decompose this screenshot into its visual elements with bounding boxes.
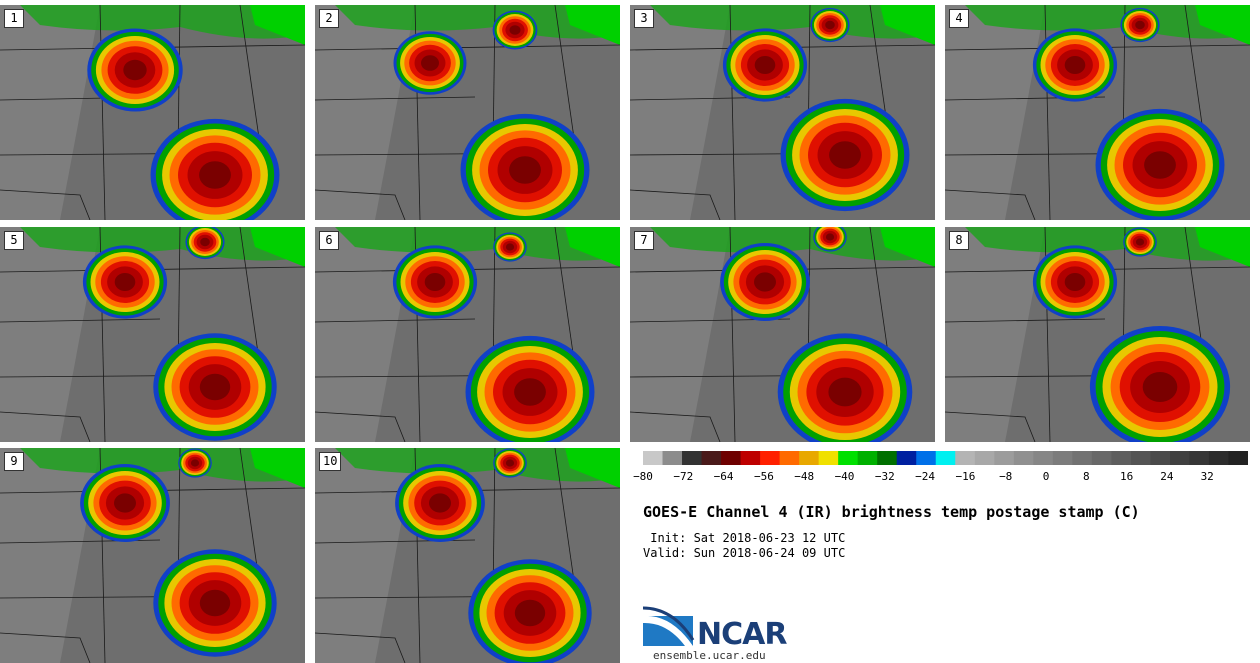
panel-label: 4 <box>949 9 969 28</box>
colorbar-swatch <box>1052 451 1073 465</box>
map-panel-1: 1 <box>0 5 305 220</box>
colorbar-tick-label: 8 <box>1082 470 1090 483</box>
map-panel-7: 7 <box>630 227 935 442</box>
colorbar-tick-label: −40 <box>834 470 855 483</box>
colorbar-swatch <box>857 451 878 465</box>
logo-url: ensemble.ucar.edu <box>653 649 766 662</box>
colorbar-swatch <box>955 451 976 465</box>
colorbar-tick-label: −80 <box>633 470 653 483</box>
colorbar-swatch <box>662 451 683 465</box>
colorbar-swatch <box>760 451 781 465</box>
ir-imagery <box>630 227 935 442</box>
init-time: Init: Sat 2018-06-23 12 UTC <box>643 531 846 545</box>
logo-name: NCAR <box>697 617 787 652</box>
ir-imagery <box>0 5 305 220</box>
panel-label: 7 <box>634 231 654 250</box>
colorbar-swatch <box>740 451 761 465</box>
colorbar-swatch <box>896 451 917 465</box>
map-panel-2: 2 <box>315 5 620 220</box>
colorbar-swatch <box>643 451 664 465</box>
ir-imagery <box>315 448 620 663</box>
panel-label: 9 <box>4 452 24 471</box>
colorbar-swatch <box>916 451 937 465</box>
panel-label: 8 <box>949 231 969 250</box>
colorbar-swatch <box>1169 451 1191 465</box>
colorbar-swatch <box>1072 451 1093 465</box>
colorbar-swatch <box>877 451 898 465</box>
colorbar-swatch <box>1033 451 1054 465</box>
map-panel-9: 9 <box>0 448 305 663</box>
colorbar-tick-label: −64 <box>713 470 734 483</box>
panel-label: 5 <box>4 231 24 250</box>
ir-imagery <box>945 5 1250 220</box>
colorbar-tick-label: −48 <box>794 470 815 483</box>
colorbar-tick-label: −8 <box>999 470 1013 483</box>
colorbar-swatch <box>1189 451 1210 465</box>
figure-title: GOES-E Channel 4 (IR) brightness temp po… <box>643 503 1140 521</box>
colorbar-swatch <box>838 451 859 465</box>
colorbar-swatch <box>1150 451 1171 465</box>
panel-label: 3 <box>634 9 654 28</box>
panel-label: 10 <box>319 452 342 471</box>
colorbar-swatch <box>1013 451 1034 465</box>
ir-imagery <box>315 5 620 220</box>
colorbar-swatch <box>682 451 703 465</box>
map-panel-3: 3 <box>630 5 935 220</box>
panel-label: 6 <box>319 231 339 250</box>
ncar-logo-icon <box>643 606 695 646</box>
colorbar-tick-label: −24 <box>915 470 936 483</box>
colorbar-swatch <box>1228 451 1248 465</box>
panel-label: 1 <box>4 9 24 28</box>
colorbar-tick-label: 24 <box>1160 470 1174 483</box>
panel-label: 2 <box>319 9 339 28</box>
map-panel-6: 6 <box>315 227 620 442</box>
map-panel-4: 4 <box>945 5 1250 220</box>
ir-imagery <box>315 227 620 442</box>
colorbar <box>643 451 1248 465</box>
ir-imagery <box>630 5 935 220</box>
colorbar-tick-label: −16 <box>955 470 976 483</box>
colorbar-tick-label: 16 <box>1119 470 1134 483</box>
colorbar-swatch <box>701 451 722 465</box>
colorbar-swatch <box>818 451 839 465</box>
colorbar-tick-label: 0 <box>1042 470 1050 483</box>
colorbar-tick-label: −56 <box>753 470 774 483</box>
colorbar-swatch <box>974 451 995 465</box>
colorbar-swatch <box>935 451 956 465</box>
colorbar-swatch <box>1130 451 1152 465</box>
colorbar-swatch <box>1111 451 1132 465</box>
colorbar-tick-label: −32 <box>874 470 895 483</box>
valid-time: Valid: Sun 2018-06-24 09 UTC <box>643 546 846 560</box>
colorbar-swatch <box>1091 451 1112 465</box>
colorbar-tick-label: 32 <box>1200 470 1214 483</box>
ir-imagery <box>945 227 1250 442</box>
map-panel-10: 10 <box>315 448 620 663</box>
ir-imagery <box>0 227 305 442</box>
colorbar-swatch <box>799 451 820 465</box>
map-panel-8: 8 <box>945 227 1250 442</box>
ir-imagery <box>0 448 305 663</box>
colorbar-swatch <box>994 451 1015 465</box>
colorbar-tick-label: −72 <box>673 470 694 483</box>
colorbar-swatch <box>1208 451 1230 465</box>
colorbar-swatch <box>721 451 742 465</box>
map-panel-5: 5 <box>0 227 305 442</box>
colorbar-swatch <box>779 451 800 465</box>
